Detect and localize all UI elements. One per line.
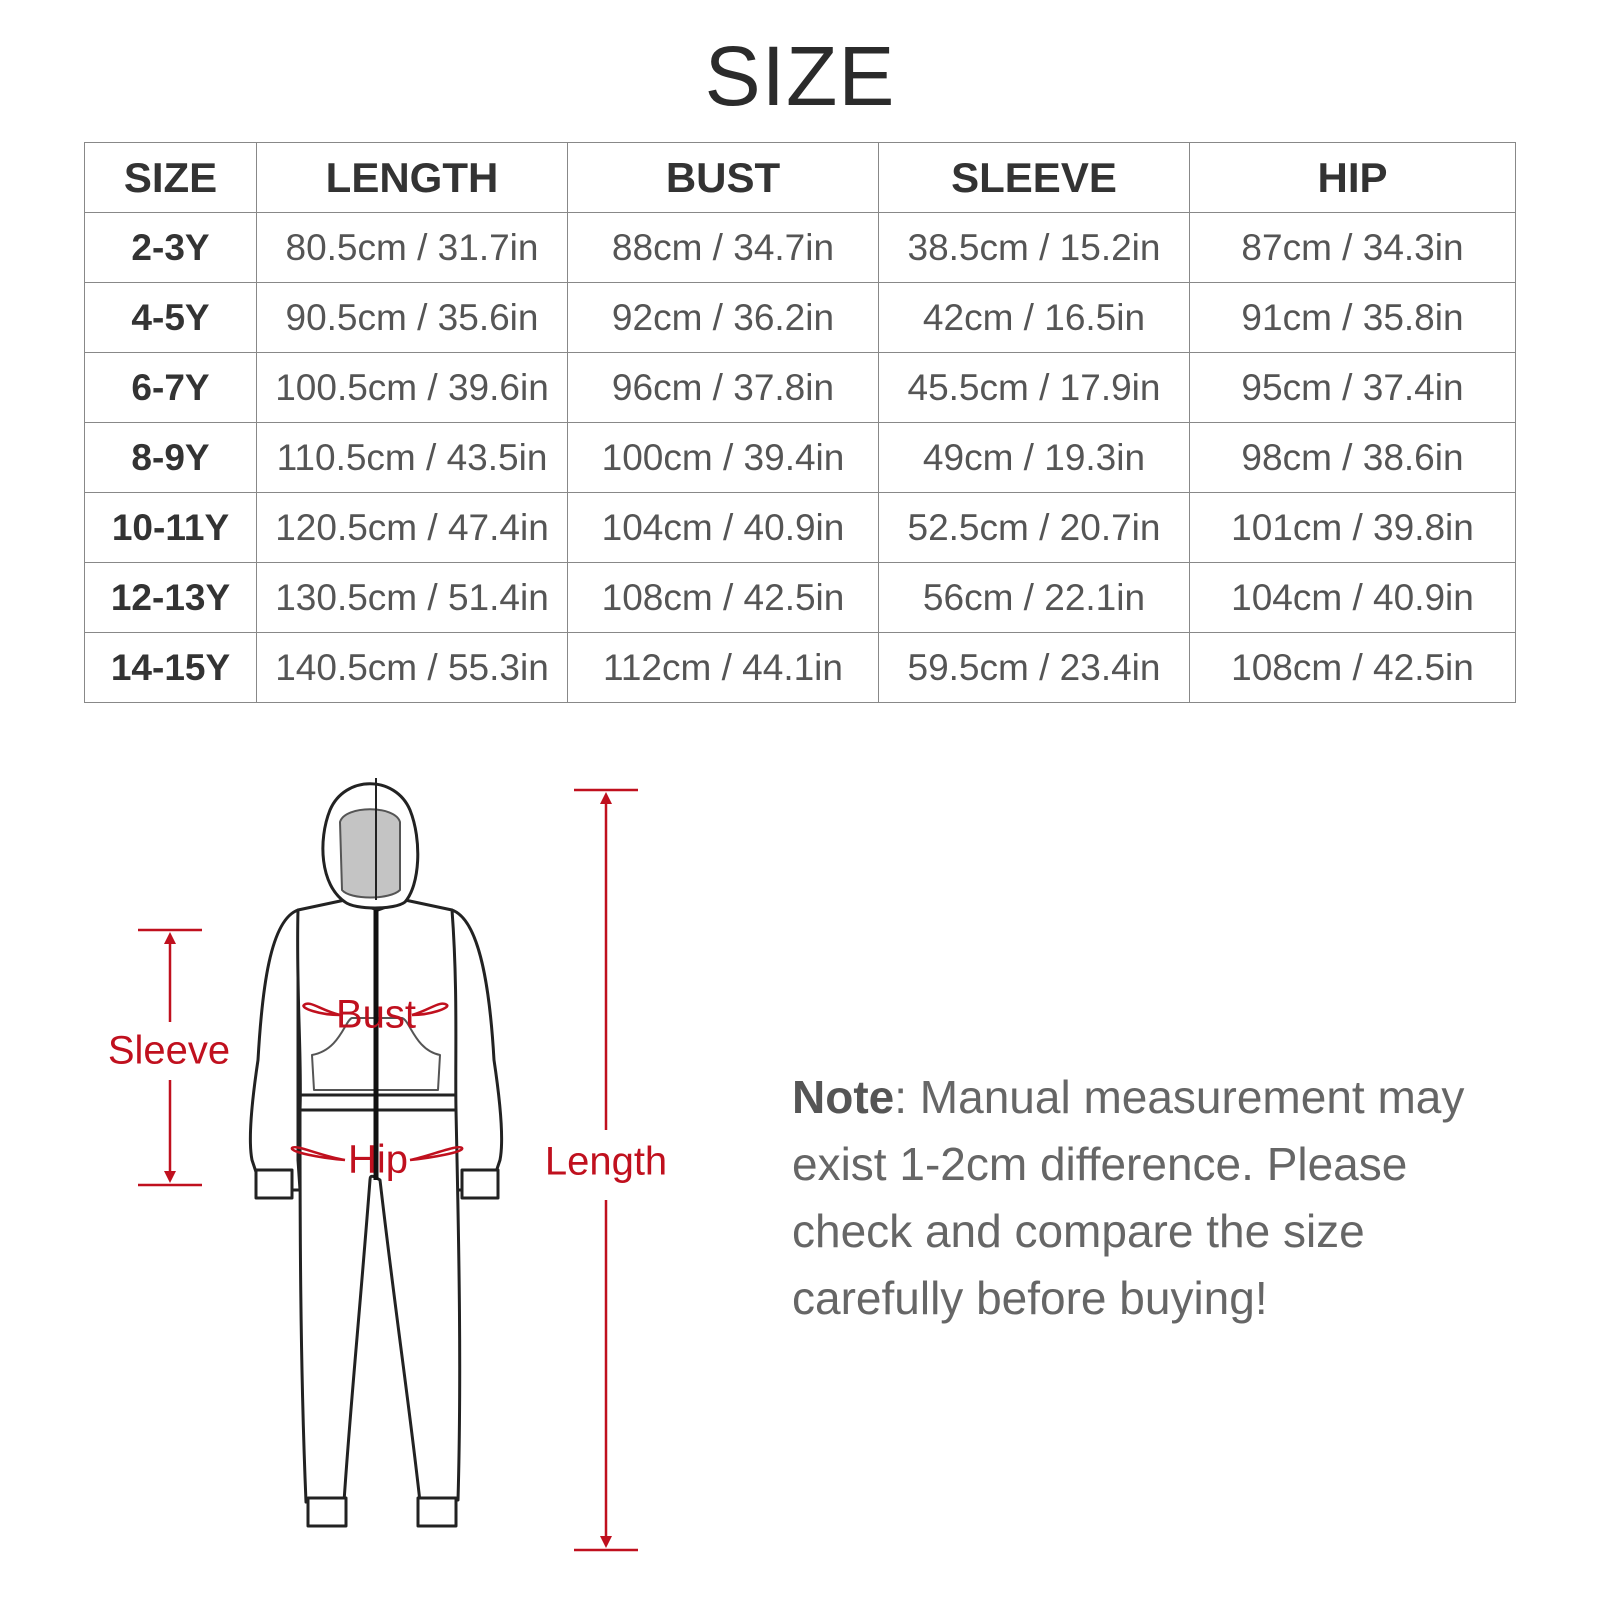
measurement-cell: 52.5cm / 20.7in: [878, 492, 1190, 563]
table-row: 6-7Y 100.5cm / 39.6in 96cm / 37.8in 45.5cm …: [84, 352, 1516, 423]
size-cell: 4-5Y: [84, 282, 257, 353]
measurement-cell: 92cm / 36.2in: [567, 282, 879, 353]
column-header-sleeve: SLEEVE: [878, 142, 1190, 213]
size-cell: 12-13Y: [84, 562, 257, 633]
measurement-cell: 98cm / 38.6in: [1189, 422, 1516, 493]
measurement-cell: 59.5cm / 23.4in: [878, 632, 1190, 703]
measurement-cell: 42cm / 16.5in: [878, 282, 1190, 353]
table-row: 14-15Y 140.5cm / 55.3in 112cm / 44.1in 59.5…: [84, 632, 1516, 703]
measurement-cell: 96cm / 37.8in: [567, 352, 879, 423]
column-header-length: LENGTH: [256, 142, 568, 213]
measurement-cell: 130.5cm / 51.4in: [256, 562, 568, 633]
bust-label: Bust: [335, 992, 417, 1037]
jumpsuit-illustration: [138, 778, 638, 1552]
measurement-cell: 88cm / 34.7in: [567, 212, 879, 283]
size-cell: 14-15Y: [84, 632, 257, 703]
table-row: 10-11Y 120.5cm / 47.4in 104cm / 40.9in 52.5…: [84, 492, 1516, 563]
measurement-cell: 45.5cm / 17.9in: [878, 352, 1190, 423]
measurement-note: Note: Manual measurement may exist 1-2cm…: [792, 1064, 1512, 1332]
measurement-cell: 87cm / 34.3in: [1189, 212, 1516, 283]
page-title: SIZE: [704, 29, 896, 123]
size-cell: 6-7Y: [84, 352, 257, 423]
measurement-cell: 95cm / 37.4in: [1189, 352, 1516, 423]
hip-label: Hip: [347, 1137, 409, 1182]
column-header-size: SIZE: [84, 142, 257, 213]
measurement-cell: 112cm / 44.1in: [567, 632, 879, 703]
measurement-cell: 91cm / 35.8in: [1189, 282, 1516, 353]
measurement-cell: 104cm / 40.9in: [1189, 562, 1516, 633]
garment-diagram: Sleeve Bust Hip Length: [0, 760, 720, 1565]
measurement-cell: 120.5cm / 47.4in: [256, 492, 568, 563]
note-label: Note: [792, 1071, 895, 1123]
measurement-cell: 140.5cm / 55.3in: [256, 632, 568, 703]
table-row: 8-9Y 110.5cm / 43.5in 100cm / 39.4in 49cm /…: [84, 422, 1516, 493]
measurement-cell: 80.5cm / 31.7in: [256, 212, 568, 283]
measurement-cell: 90.5cm / 35.6in: [256, 282, 568, 353]
size-cell: 8-9Y: [84, 422, 257, 493]
table-row: 2-3Y 80.5cm / 31.7in 88cm / 34.7in 38.5cm /…: [84, 212, 1516, 283]
table-row: 4-5Y 90.5cm / 35.6in 92cm / 36.2in 42cm / 1…: [84, 282, 1516, 353]
pants: [298, 1108, 462, 1504]
size-table: SIZE LENGTH BUST SLEEVE HIP 2-3Y 80.5cm / 31.…: [84, 142, 1516, 703]
measurement-cell: 100.5cm / 39.6in: [256, 352, 568, 423]
column-header-hip: HIP: [1189, 142, 1516, 213]
right-sleeve: [450, 908, 504, 1192]
measurement-cell: 49cm / 19.3in: [878, 422, 1190, 493]
measurement-cell: 101cm / 39.8in: [1189, 492, 1516, 563]
measurement-cell: 110.5cm / 43.5in: [256, 422, 568, 493]
measurement-cell: 38.5cm / 15.2in: [878, 212, 1190, 283]
table-header-row: SIZE LENGTH BUST SLEEVE HIP: [84, 142, 1516, 213]
left-sleeve: [248, 908, 302, 1192]
measurement-cell: 108cm / 42.5in: [567, 562, 879, 633]
table-row: 12-13Y 130.5cm / 51.4in 108cm / 42.5in 56cm…: [84, 562, 1516, 633]
length-label: Length: [542, 1139, 670, 1185]
measurement-cell: 104cm / 40.9in: [567, 492, 879, 563]
measurement-cell: 108cm / 42.5in: [1189, 632, 1516, 703]
measurement-cell: 100cm / 39.4in: [567, 422, 879, 493]
column-header-bust: BUST: [567, 142, 879, 213]
sleeve-label: Sleeve: [105, 1028, 233, 1074]
measurement-cell: 56cm / 22.1in: [878, 562, 1190, 633]
size-cell: 2-3Y: [84, 212, 257, 283]
size-cell: 10-11Y: [84, 492, 257, 563]
note-text: : Manual measurement may exist 1-2cm dif…: [792, 1071, 1465, 1324]
